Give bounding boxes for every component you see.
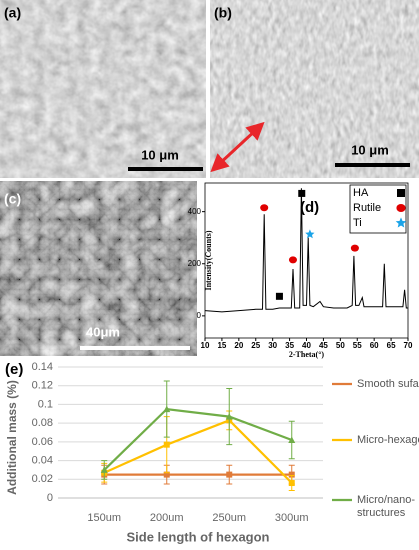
data-point: [163, 441, 170, 448]
x-tick-label: 55: [353, 341, 362, 350]
scale-bar-label: 10 μm: [141, 147, 179, 162]
x-axis-label: 2-Theta(°): [289, 350, 325, 359]
marker: [288, 256, 297, 264]
micrograph-c: [0, 181, 197, 356]
panel-label: (e): [5, 361, 23, 378]
series-line: [103, 407, 293, 471]
x-tick-label: 10: [201, 341, 210, 350]
marker: [260, 204, 269, 212]
marker: [397, 189, 405, 197]
data-point: [288, 471, 295, 478]
x-tick-label: 150um: [87, 512, 121, 524]
scale-bar: [335, 163, 410, 167]
y-tick-label: 0.02: [32, 473, 53, 485]
x-tick-label: 30: [268, 341, 277, 350]
y-tick-label: 0: [47, 492, 53, 504]
x-tick-label: 35: [285, 341, 294, 350]
micrograph-a: [0, 0, 206, 178]
panel-label: (c): [4, 191, 21, 207]
y-tick-label: 0: [197, 311, 202, 320]
panel-label: (b): [214, 5, 232, 21]
legend-label: Ti: [353, 217, 362, 229]
x-tick-label: 45: [319, 341, 328, 350]
data-point: [288, 436, 296, 443]
legend-label: Rutile: [353, 202, 381, 214]
y-axis-label: Intensity(Counts): [204, 230, 213, 290]
legend-label: Micro/nano-structures: [357, 494, 416, 519]
y-tick-label: 0.08: [32, 417, 53, 429]
x-tick-label: 300um: [275, 512, 309, 524]
marker: [305, 229, 315, 239]
data-point: [100, 466, 108, 473]
x-tick-label: 20: [234, 341, 243, 350]
scale-bar-label: 10 μm: [351, 142, 389, 157]
direction-arrow: [210, 121, 265, 173]
marker: [275, 292, 283, 300]
x-tick-label: 65: [387, 341, 396, 350]
x-tick-label: 40: [302, 341, 311, 350]
y-tick-label: 200: [188, 259, 202, 268]
scale-bar-label: 40μm: [86, 324, 120, 339]
y-axis-label: Additional mass (%): [5, 380, 19, 495]
x-tick-label: 50: [336, 341, 345, 350]
y-tick-label: 400: [188, 207, 202, 216]
spectrum-line: [204, 188, 408, 313]
legend-label: Smooth suface: [357, 378, 419, 390]
data-point: [288, 480, 295, 487]
scale-bar: [80, 346, 190, 350]
y-tick-label: 0.06: [32, 436, 53, 448]
data-point: [163, 405, 171, 413]
y-tick-label: 0.04: [32, 454, 53, 466]
x-tick-label: 70: [404, 341, 413, 350]
x-tick-label: 60: [370, 341, 379, 350]
data-point: [163, 471, 170, 478]
series-line: [103, 419, 293, 484]
marker: [298, 189, 306, 197]
marker: [350, 244, 359, 252]
y-tick-label: 0.14: [32, 361, 53, 373]
x-tick-label: 25: [251, 341, 260, 350]
x-tick-label: 250um: [212, 512, 246, 524]
panel-label: (a): [4, 5, 21, 21]
x-axis-label: Side length of hexagon: [126, 529, 269, 544]
y-tick-label: 0.1: [38, 398, 53, 410]
x-tick-label: 15: [217, 341, 226, 350]
scale-bar: [128, 167, 203, 171]
legend-label: HA: [353, 187, 369, 199]
marker: [396, 204, 406, 212]
x-tick-label: 200um: [150, 512, 184, 524]
data-point: [225, 413, 233, 420]
data-point: [226, 471, 233, 478]
legend-label: Micro-hexagon: [357, 434, 419, 446]
panel-label: (d): [300, 199, 319, 216]
y-tick-label: 0.12: [32, 380, 53, 392]
marker: [395, 217, 407, 228]
